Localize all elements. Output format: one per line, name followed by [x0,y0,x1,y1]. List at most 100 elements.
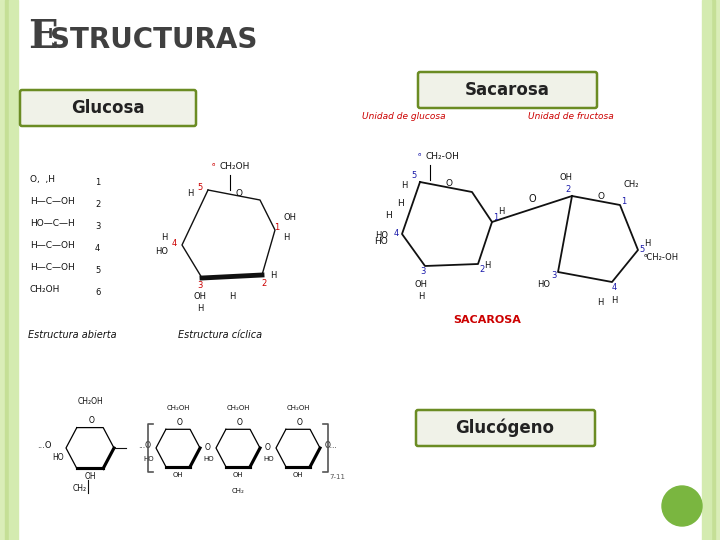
Text: 4: 4 [611,284,616,293]
Text: Estructura cíclica: Estructura cíclica [178,330,262,340]
Text: H: H [611,296,617,305]
Text: O: O [528,194,536,204]
Text: O: O [236,418,242,427]
Text: 3: 3 [197,281,203,291]
Text: CH₂OH: CH₂OH [30,285,60,294]
Text: 1: 1 [95,178,100,187]
Text: CH₂OH: CH₂OH [166,405,190,411]
Text: H: H [397,199,403,208]
Text: 4: 4 [393,230,399,239]
Text: 2: 2 [565,186,571,194]
Text: 1: 1 [493,213,499,222]
Text: O: O [598,192,605,201]
Text: ...O: ...O [138,442,152,450]
Text: H—C—OH: H—C—OH [30,197,75,206]
Text: CH₂OH: CH₂OH [287,405,310,411]
Bar [5,0,9,540]
Text: H: H [229,292,235,301]
Text: 3: 3 [95,222,100,231]
Text: STRUCTURAS: STRUCTURAS [50,26,257,54]
Text: O,  ,H: O, ,H [30,175,55,184]
Text: Unidad de glucosa: Unidad de glucosa [362,112,446,121]
Text: 7-11: 7-11 [329,474,345,480]
Text: Sacarosa: Sacarosa [464,81,549,99]
Text: 4: 4 [171,239,176,247]
Text: OH: OH [293,472,303,478]
Text: CH₂: CH₂ [232,488,244,494]
Text: H: H [498,207,505,217]
FancyBboxPatch shape [20,90,196,126]
Text: 1: 1 [621,197,626,206]
Text: 3: 3 [552,272,557,280]
Text: H: H [597,298,603,307]
Text: CH₂-OH: CH₂-OH [426,152,460,161]
Text: 3: 3 [420,267,426,276]
Text: 2: 2 [261,279,266,287]
Text: Glucógeno: Glucógeno [456,418,554,437]
Text: O: O [205,443,211,453]
Circle shape [662,486,702,526]
Text: OH: OH [233,472,243,478]
Text: CH₂: CH₂ [624,180,639,189]
FancyBboxPatch shape [416,410,595,446]
Bar [702,0,711,540]
Text: 5: 5 [639,246,644,254]
Text: H: H [644,240,650,248]
Text: O: O [176,418,182,427]
Text: Glucosa: Glucosa [71,99,145,117]
Text: Unidad de fructosa: Unidad de fructosa [528,112,613,121]
Text: 6: 6 [95,288,100,297]
Bar [715,0,720,540]
Text: OH: OH [415,280,428,289]
Text: H: H [270,271,276,280]
Text: H: H [197,304,203,313]
Text: SACAROSA: SACAROSA [453,315,521,325]
Text: 5: 5 [95,266,100,275]
Text: H: H [418,292,424,301]
Text: OH: OH [283,213,296,222]
Text: ⁶CH₂-OH: ⁶CH₂-OH [644,253,679,262]
Text: 1: 1 [274,224,279,233]
Text: HO: HO [143,456,154,462]
Text: ⁶: ⁶ [418,152,421,161]
Text: HO—C—H: HO—C—H [30,219,75,228]
Text: 2: 2 [480,266,485,274]
Text: H: H [283,233,289,242]
Text: O: O [296,418,302,427]
Bar [9,0,18,540]
Bar [711,0,715,540]
Text: 5: 5 [411,172,417,180]
Text: OH: OH [173,472,184,478]
Text: O: O [446,179,452,187]
Text: CH₂OH: CH₂OH [77,397,103,406]
Text: HO: HO [53,454,64,462]
Text: CH₂OH: CH₂OH [220,162,251,171]
Text: H: H [188,190,194,199]
Text: Estructura abierta: Estructura abierta [28,330,117,340]
Text: HO: HO [264,456,274,462]
Text: O: O [265,443,271,453]
Text: 5: 5 [197,184,202,192]
Text: HO: HO [375,232,388,240]
Text: H: H [402,181,408,191]
Text: HO: HO [155,246,168,255]
Text: E: E [28,18,58,56]
Text: ...O: ...O [37,442,52,450]
Text: H: H [484,261,490,271]
Text: O: O [235,188,243,198]
Text: O: O [89,416,94,425]
FancyBboxPatch shape [418,72,597,108]
Text: 2: 2 [95,200,100,209]
Text: ⁶: ⁶ [212,162,215,171]
Text: HO: HO [374,238,388,246]
Text: H—C—OH: H—C—OH [30,263,75,272]
Text: HO: HO [203,456,214,462]
Text: CH₂OH: CH₂OH [226,405,250,411]
Text: HO: HO [537,280,550,289]
Text: H—C—OH: H—C—OH [30,241,75,250]
Bar [0,0,5,540]
Text: 4: 4 [95,244,100,253]
Text: OH: OH [84,472,96,481]
Text: OH: OH [194,292,207,301]
Text: CH₂: CH₂ [73,484,87,493]
